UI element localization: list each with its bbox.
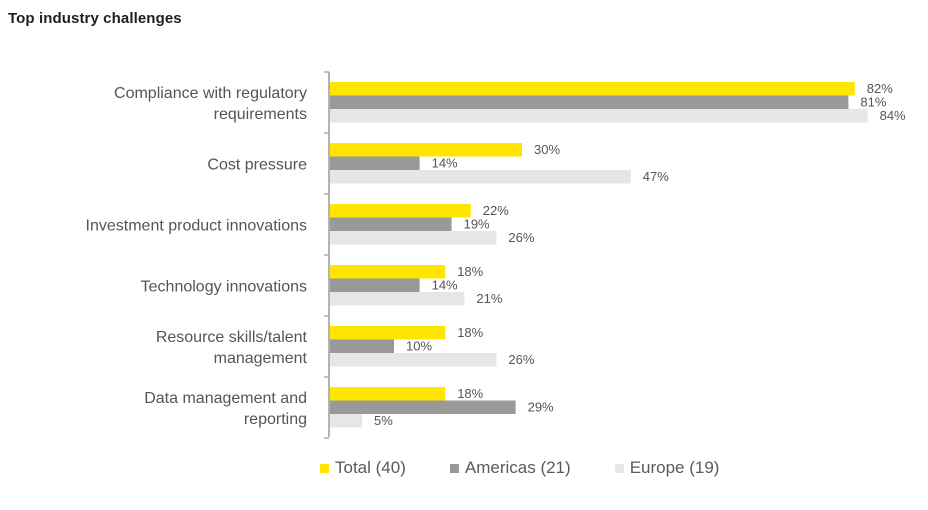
data-label: 26%	[508, 352, 534, 367]
bar-0-4	[330, 326, 446, 340]
data-label: 22%	[483, 203, 509, 218]
bar-0-3	[330, 265, 446, 279]
category-label: Resource skills/talent	[156, 329, 308, 346]
data-label: 5%	[374, 413, 393, 428]
legend-label: Americas (21)	[464, 458, 571, 477]
data-label: 84%	[880, 108, 906, 123]
data-label: 81%	[860, 95, 886, 110]
bar-0-5	[330, 387, 446, 401]
data-label: 18%	[457, 386, 483, 401]
bar-0-1	[330, 143, 522, 157]
data-label: 14%	[432, 278, 458, 293]
legend-label: Europe (19)	[629, 458, 720, 477]
data-label: 26%	[508, 230, 534, 245]
legend-swatch	[320, 463, 329, 473]
data-label: 18%	[457, 264, 483, 279]
category-label: Technology innovations	[141, 278, 307, 295]
category-label: Investment product innovations	[86, 217, 307, 234]
bar-2-2	[330, 231, 497, 245]
category-label: requirements	[214, 106, 307, 123]
bar-chart: Compliance with regulatory requirements 82…	[86, 71, 906, 439]
legend-swatch	[614, 463, 624, 473]
legend-label: Total (40)	[335, 458, 406, 477]
data-label: 82%	[867, 81, 893, 96]
category-label: management	[214, 350, 308, 367]
data-label: 47%	[643, 169, 669, 184]
bar-1-1	[330, 156, 420, 170]
chart-title: Top industry challenges	[8, 10, 182, 27]
data-label: 30%	[534, 142, 560, 157]
category-label: Data management and	[144, 390, 307, 407]
bar-1-2	[330, 217, 452, 231]
category-label: Compliance with regulatory	[114, 85, 307, 102]
data-label: 18%	[457, 325, 483, 340]
category-label: reporting	[244, 411, 307, 428]
data-label: 19%	[464, 217, 490, 232]
legend-item: Europe (19)	[614, 458, 720, 478]
legend-item: Americas (21)	[449, 458, 571, 478]
category-label: Cost pressure	[207, 156, 307, 173]
bar-2-0	[330, 109, 868, 123]
bar-1-0	[330, 95, 849, 109]
bar-2-4	[330, 353, 497, 367]
bar-2-3	[330, 292, 465, 306]
legend-swatch	[449, 463, 459, 473]
data-label: 14%	[432, 156, 458, 171]
bar-0-0	[330, 82, 855, 96]
data-label: 29%	[528, 400, 554, 415]
chart-legend: Total (40) Americas (21) Europe (19)	[320, 458, 763, 478]
bar-1-4	[330, 339, 394, 353]
bar-1-5	[330, 400, 516, 414]
bar-2-5	[330, 414, 362, 428]
data-label: 21%	[476, 291, 502, 306]
bar-1-3	[330, 278, 420, 292]
legend-item: Total (40)	[320, 458, 406, 478]
data-label: 10%	[406, 339, 432, 354]
bar-0-2	[330, 204, 471, 218]
bar-2-1	[330, 170, 631, 184]
